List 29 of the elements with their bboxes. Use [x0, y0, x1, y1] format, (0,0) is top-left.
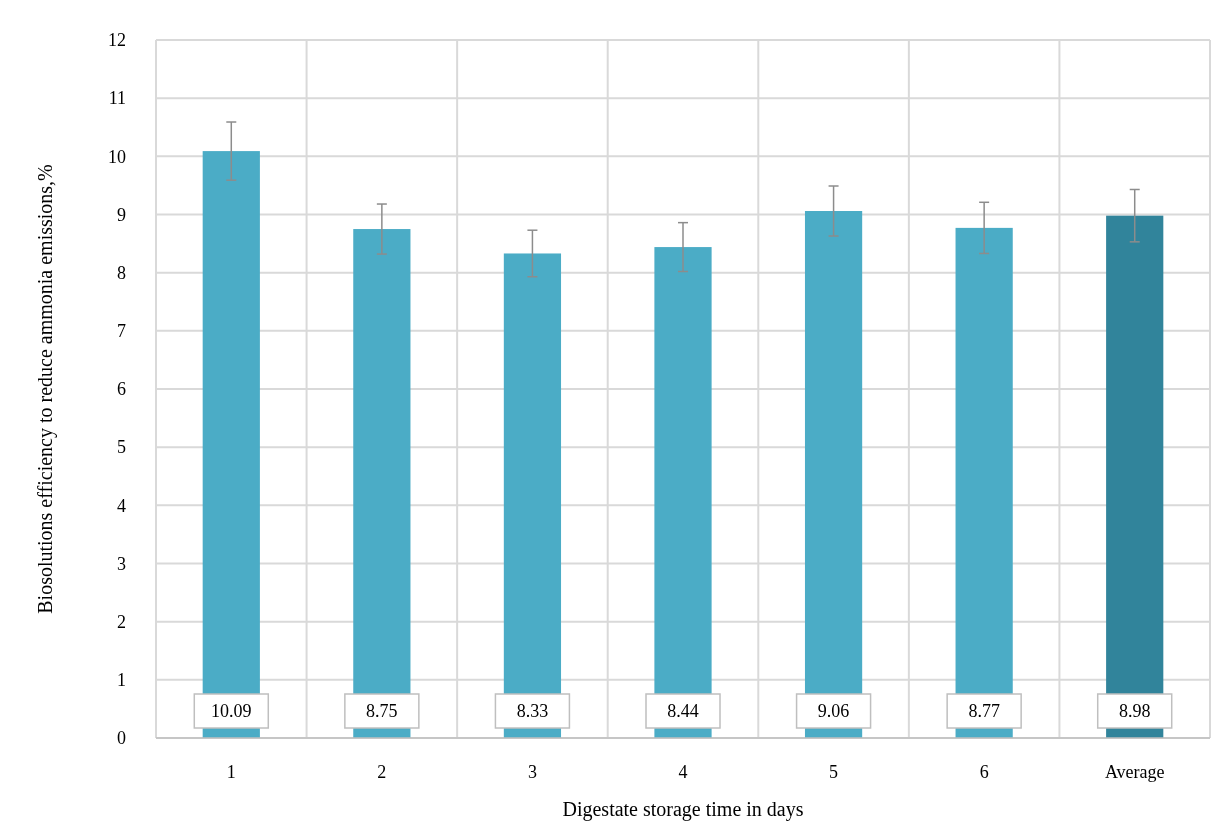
- data-label: 8.77: [968, 701, 1000, 722]
- x-tick-label: 2: [377, 762, 387, 782]
- y-tick-label: 12: [108, 30, 126, 51]
- x-tick-label: 6: [979, 762, 989, 782]
- y-tick-label: 4: [117, 495, 126, 516]
- y-tick-label: 0: [117, 728, 126, 749]
- y-tick-label: 7: [117, 321, 126, 342]
- data-label: 9.06: [817, 701, 850, 722]
- y-tick-label: 11: [108, 88, 126, 109]
- y-tick-label: 8: [117, 262, 126, 283]
- y-tick-label: 3: [117, 553, 126, 574]
- data-label: 8.75: [366, 701, 398, 722]
- y-tick-label: 1: [117, 670, 126, 691]
- data-label: 8.33: [516, 701, 549, 722]
- x-axis-title: Digestate storage time in days: [562, 798, 804, 821]
- x-tick-label: 1: [226, 762, 236, 782]
- x-tick-label: 3: [527, 762, 537, 782]
- y-tick-label: 10: [108, 146, 126, 167]
- x-tick-label: Average: [1104, 762, 1165, 782]
- data-label: 8.44: [667, 701, 699, 722]
- data-label: 8.98: [1118, 701, 1151, 722]
- y-axis-title: Biosolutions efficiency to reduce ammonia emissions,%: [34, 164, 57, 614]
- y-tick-label: 5: [117, 437, 126, 458]
- data-label: 10.09: [211, 701, 252, 722]
- y-tick-label: 9: [117, 204, 126, 225]
- y-tick-label: 6: [117, 379, 126, 400]
- x-tick-label: 4: [678, 762, 688, 782]
- y-tick-label: 2: [117, 611, 126, 632]
- x-tick-label: 5: [829, 762, 839, 782]
